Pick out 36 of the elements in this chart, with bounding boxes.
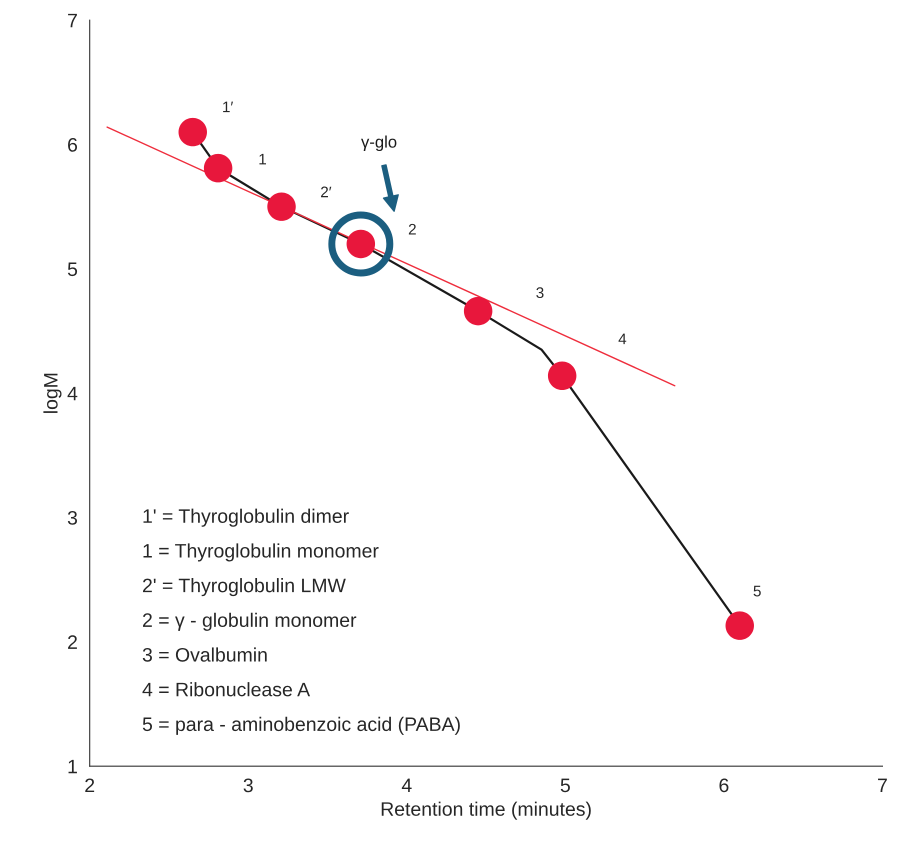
point [178,118,207,146]
y-tick-label: 2 [68,635,77,649]
y-tick-label: 5 [68,262,78,276]
y-tick-label: 4 [68,386,78,400]
y-tick-label: 1 [68,760,77,774]
point [548,362,576,390]
x-tick-label: 7 [878,778,887,792]
annotation: 1 = Thyroglobulin monomer [144,543,379,562]
point [204,154,232,182]
annotation: 2 = γ - globulin monomer [142,612,356,631]
x-tick-label: 3 [244,778,253,792]
y-tick-label: 7 [68,14,77,28]
y-tick-label: 6 [68,138,78,152]
y-axis-title: logM [43,374,62,413]
annotation: 3 = Ovalbumin [142,647,267,662]
point [267,192,296,221]
annotation: 2' = Thyroglobulin LMW [142,578,346,596]
x-tick-label: 4 [402,778,412,792]
annotation: 2 [408,224,416,234]
y-tick-label: 3 [68,510,78,525]
x-tick-label: 2 [85,778,94,792]
annotation: 5 = para - aminobenzoic acid (PABA) [142,716,460,735]
point [726,611,754,640]
annotation: 1′ [223,102,234,112]
annotation: 2′ [321,186,332,198]
x-tick-label: 6 [719,778,728,792]
annotation: 4 [618,334,626,344]
annotation: γ-glo [361,136,396,152]
annotation: 5 [754,586,761,596]
annotation: 1' = Thyroglobulin dimer [144,508,349,527]
annotation: 4 = Ribonuclease A [142,682,310,696]
annotation: 3 [536,287,544,298]
x-axis-title: Retention time (minutes) [382,802,591,820]
x-tick-label: 5 [560,778,570,792]
point [464,296,492,326]
annotation: 1 [259,154,266,164]
